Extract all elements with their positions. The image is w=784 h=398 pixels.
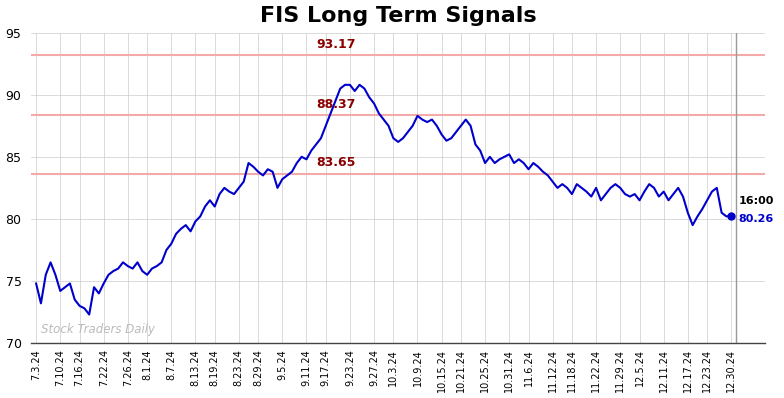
Text: 80.26: 80.26 xyxy=(739,215,774,224)
Text: Stock Traders Daily: Stock Traders Daily xyxy=(41,323,155,336)
Text: 88.37: 88.37 xyxy=(316,98,355,111)
Text: 93.17: 93.17 xyxy=(316,38,356,51)
Title: FIS Long Term Signals: FIS Long Term Signals xyxy=(260,6,536,25)
Text: 83.65: 83.65 xyxy=(316,156,355,169)
Text: 16:00: 16:00 xyxy=(739,196,774,206)
